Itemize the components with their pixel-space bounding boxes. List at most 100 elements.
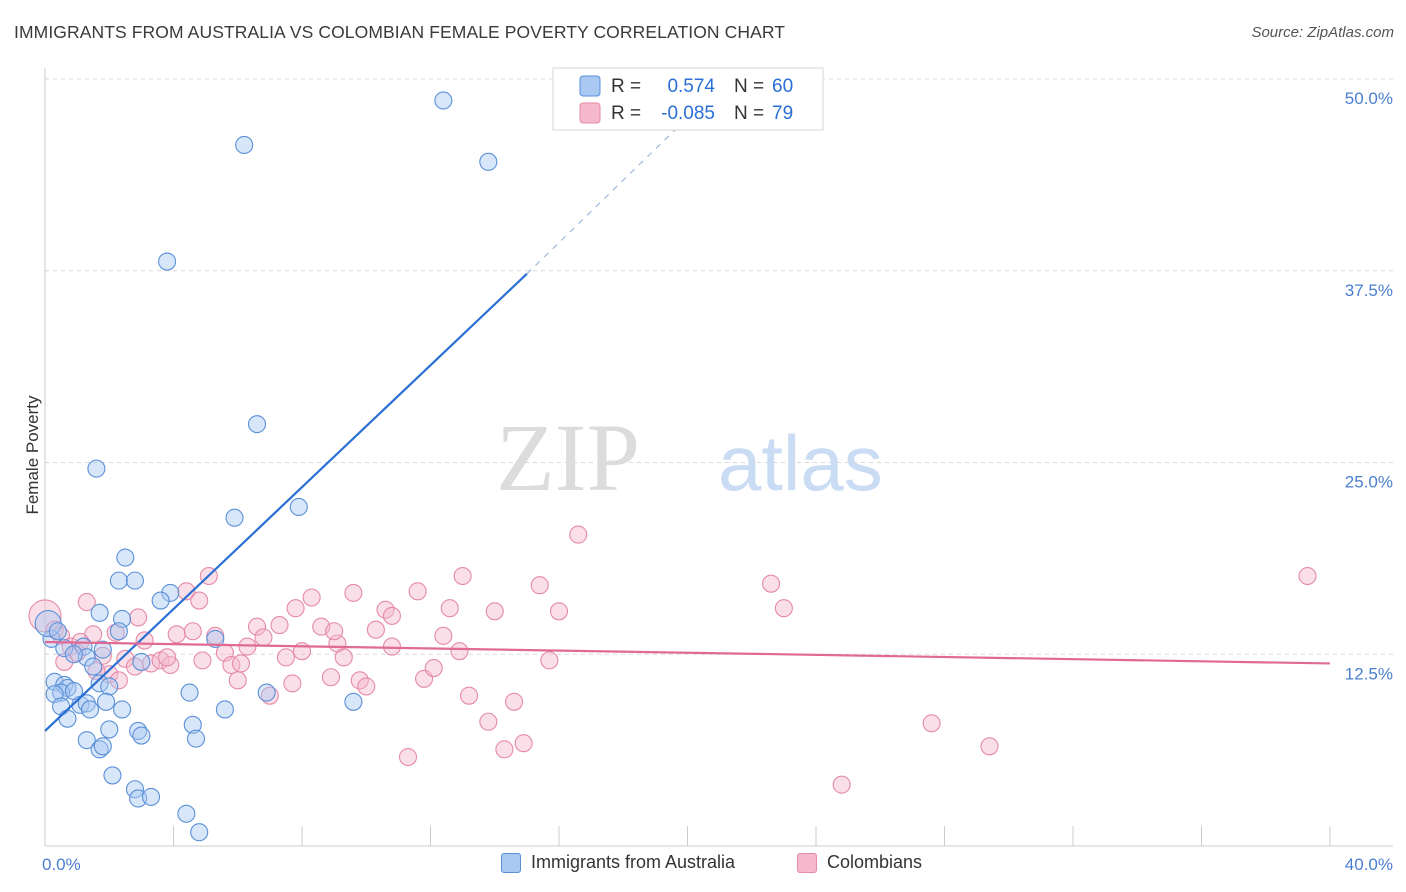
australia-point xyxy=(183,715,202,734)
australia-point xyxy=(161,583,180,602)
colombians-point xyxy=(302,588,321,607)
y-tick-label-3: 50.0% xyxy=(1345,89,1393,108)
colombians-point xyxy=(109,671,128,690)
colombians-point xyxy=(334,648,353,667)
colombians-point xyxy=(357,677,376,696)
y-tick-label-1: 25.0% xyxy=(1345,473,1393,492)
legend-top: R = 0.574 N = 60 R = -0.085 N = 79 xyxy=(552,67,824,131)
legend-item-australia[interactable]: Immigrants from Australia xyxy=(501,852,735,873)
australia-point xyxy=(116,548,135,567)
colombians-point xyxy=(190,591,209,610)
colombians-point xyxy=(922,714,941,733)
colombians-point xyxy=(366,620,385,639)
colombians-point xyxy=(193,651,212,670)
colombians-point xyxy=(980,737,999,756)
australia-point xyxy=(190,823,209,842)
australia-point xyxy=(132,726,151,745)
colombians-point xyxy=(321,668,340,687)
australia-point xyxy=(235,135,254,155)
gridlines xyxy=(45,78,1393,655)
x-tick-label-0: 0.0% xyxy=(42,855,81,874)
australia-point xyxy=(90,674,109,693)
australia-point xyxy=(132,652,151,671)
colombians-point xyxy=(434,626,453,645)
australia-point xyxy=(84,657,103,676)
australia-point xyxy=(151,591,170,610)
colombians-point xyxy=(77,593,96,612)
australia-point xyxy=(177,804,196,823)
colombians-point xyxy=(276,648,295,667)
australia-point xyxy=(48,622,67,641)
colombians-point xyxy=(222,655,241,675)
colombians-point xyxy=(247,617,267,636)
colombians-point xyxy=(260,686,279,705)
australia-point xyxy=(77,731,96,750)
legend-r-label-2: R = xyxy=(611,103,641,124)
colombians-point xyxy=(183,622,202,641)
legend-n-value-2: 79 xyxy=(772,103,793,124)
chart-title: IMMIGRANTS FROM AUSTRALIA VS COLOMBIAN F… xyxy=(14,22,786,42)
colombians-point xyxy=(540,651,559,670)
watermark: ZIP atlas xyxy=(496,404,883,511)
australia-point xyxy=(109,622,128,641)
colombians-trend-line xyxy=(44,640,1331,665)
colombians-point xyxy=(459,686,479,705)
legend-n-label-1: N = xyxy=(734,76,764,97)
australia-point xyxy=(109,571,128,590)
australia-point xyxy=(100,720,119,739)
colombians-point xyxy=(158,648,177,667)
colombians-point xyxy=(238,637,257,656)
australia-point xyxy=(289,497,308,517)
australia-point xyxy=(186,729,206,748)
colombians-point xyxy=(270,616,289,635)
watermark-zip: ZIP xyxy=(496,404,640,511)
colombians-point xyxy=(325,622,344,641)
australia-point xyxy=(434,91,453,110)
colombians-point xyxy=(495,740,514,759)
colombians-point xyxy=(485,602,504,621)
colombians-point xyxy=(761,574,781,593)
colombians-point xyxy=(453,566,472,586)
axes xyxy=(44,68,1393,847)
colombians-point xyxy=(450,642,469,661)
australia-trend-line xyxy=(44,273,528,732)
legend-r-value-2: -0.085 xyxy=(661,103,715,124)
legend-swatch-blue xyxy=(579,75,601,97)
legend-n-label-2: N = xyxy=(734,103,764,124)
legend-swatch-colombians xyxy=(797,852,817,873)
australia-point xyxy=(247,415,267,434)
australia-point xyxy=(141,787,161,806)
colombians-point xyxy=(167,625,186,644)
colombians-point xyxy=(344,583,363,602)
australia-point xyxy=(93,640,112,659)
australia-point xyxy=(103,766,122,785)
australia-point xyxy=(96,692,116,711)
australia-point xyxy=(158,252,177,271)
colombians-point xyxy=(283,674,302,693)
colombians-point xyxy=(135,631,154,650)
colombians-point xyxy=(530,576,549,595)
colombians-point xyxy=(504,692,524,711)
colombians-point xyxy=(440,599,459,618)
legend-swatch-pink xyxy=(579,102,601,124)
australia-point xyxy=(125,571,144,590)
colombians-point xyxy=(141,654,161,673)
australia-point xyxy=(80,700,100,719)
y-tick-labels: 12.5% 25.0% 37.5% 50.0% xyxy=(1345,89,1393,683)
australia-point xyxy=(93,737,112,756)
legend-r-value-1: 0.574 xyxy=(667,76,715,97)
australia-point xyxy=(215,700,234,719)
colombians-point xyxy=(55,652,74,671)
australia-points xyxy=(34,91,498,842)
source-credit: Source: ZipAtlas.com xyxy=(1251,24,1394,41)
australia-point xyxy=(479,152,498,171)
legend-item-colombians[interactable]: Colombians xyxy=(797,852,922,873)
australia-point xyxy=(58,709,77,728)
colombians-point xyxy=(382,606,402,625)
colombians-point xyxy=(514,734,533,753)
australia-point xyxy=(100,677,119,696)
colombians-point xyxy=(254,628,273,647)
australia-point xyxy=(55,639,74,658)
colombians-point xyxy=(424,659,443,678)
